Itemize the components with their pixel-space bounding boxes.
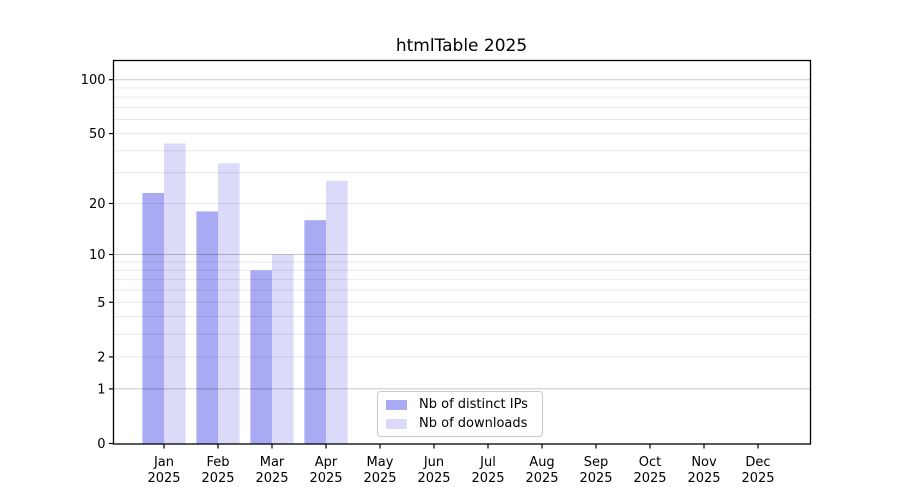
chart-title: htmlTable 2025	[395, 36, 528, 56]
ytick-label-10: 10	[89, 248, 106, 263]
xtick-label-month-jun: Jun	[423, 455, 444, 470]
legend-swatch-downloads	[386, 418, 407, 429]
xtick-label-month-apr: Apr	[315, 455, 338, 470]
axes-frame	[112, 59, 812, 445]
xtick-label-month-jul: Jul	[479, 455, 496, 470]
bar-nb-of-distinct-ips-feb	[196, 211, 218, 444]
xtick-label-year-nov: 2025	[687, 471, 720, 486]
xtick-label-month-sep: Sep	[584, 455, 609, 470]
bar-nb-of-downloads-jan	[164, 143, 186, 444]
xtick-label-month-dec: Dec	[745, 455, 770, 470]
xtick-label-year-jun: 2025	[417, 471, 450, 486]
xtick-label-year-jul: 2025	[471, 471, 504, 486]
ytick-label-1: 1	[97, 382, 105, 397]
ytick-label-2: 2	[97, 350, 105, 365]
legend: Nb of distinct IPs Nb of downloads	[377, 391, 543, 437]
xtick-label-month-nov: Nov	[691, 455, 717, 470]
xtick-label-month-feb: Feb	[206, 455, 229, 470]
xtick-label-month-mar: Mar	[260, 455, 285, 470]
xtick-label-month-may: May	[367, 455, 394, 470]
ytick-label-100: 100	[81, 73, 106, 88]
legend-swatch-distinct-ips	[386, 399, 407, 410]
bar-nb-of-distinct-ips-jan	[142, 193, 164, 444]
ytick-label-50: 50	[89, 127, 106, 142]
legend-label-downloads: Nb of downloads	[419, 416, 528, 431]
legend-label-distinct-ips: Nb of distinct IPs	[419, 397, 528, 412]
bar-nb-of-distinct-ips-mar	[250, 270, 272, 444]
xtick-label-month-aug: Aug	[529, 455, 554, 470]
xtick-label-year-aug: 2025	[525, 471, 558, 486]
xtick-label-year-jan: 2025	[147, 471, 180, 486]
xtick-label-year-sep: 2025	[579, 471, 612, 486]
xtick-label-year-oct: 2025	[633, 471, 666, 486]
ytick-label-20: 20	[89, 197, 106, 212]
xtick-label-month-oct: Oct	[639, 455, 661, 470]
bar-nb-of-downloads-apr	[326, 180, 348, 445]
xtick-label-year-feb: 2025	[201, 471, 234, 486]
xtick-label-year-mar: 2025	[255, 471, 288, 486]
legend-item-downloads: Nb of downloads	[386, 414, 534, 433]
xtick-label-year-may: 2025	[363, 471, 396, 486]
ytick-label-5: 5	[97, 296, 105, 311]
bar-nb-of-downloads-mar	[272, 254, 294, 444]
xtick-label-year-apr: 2025	[309, 471, 342, 486]
ytick-label-0: 0	[97, 437, 105, 452]
legend-item-distinct-ips: Nb of distinct IPs	[386, 395, 534, 414]
xtick-label-year-dec: 2025	[741, 471, 774, 486]
bar-nb-of-distinct-ips-apr	[304, 220, 326, 444]
bar-nb-of-downloads-feb	[218, 163, 240, 445]
xtick-label-month-jan: Jan	[153, 455, 174, 470]
